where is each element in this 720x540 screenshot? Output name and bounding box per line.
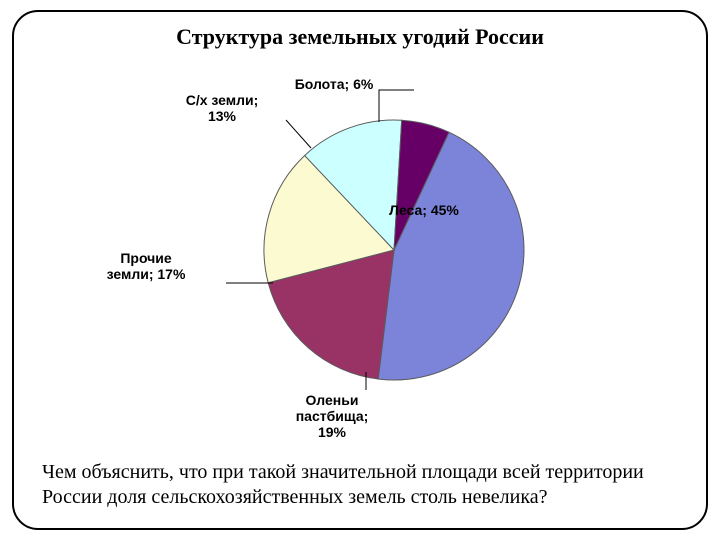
question-text: Чем объяснить, что при такой значительно… — [42, 460, 682, 510]
slice-label: Леса; 45% — [389, 202, 459, 218]
leader-line — [286, 120, 311, 148]
slice-label: Оленьи пастбища; 19% — [296, 392, 369, 440]
slice-label: С/х земли; 13% — [186, 92, 259, 124]
slide-frame: Структура земельных угодий России Леса; … — [12, 10, 708, 530]
slice-label: Болота; 6% — [295, 76, 374, 92]
pie-chart: Леса; 45%Оленьи пастбища; 19%Прочие земл… — [74, 70, 634, 430]
slice-label: Прочие земли; 17% — [107, 250, 186, 282]
chart-title: Структура земельных угодий России — [14, 24, 706, 50]
leader-line — [379, 90, 414, 122]
